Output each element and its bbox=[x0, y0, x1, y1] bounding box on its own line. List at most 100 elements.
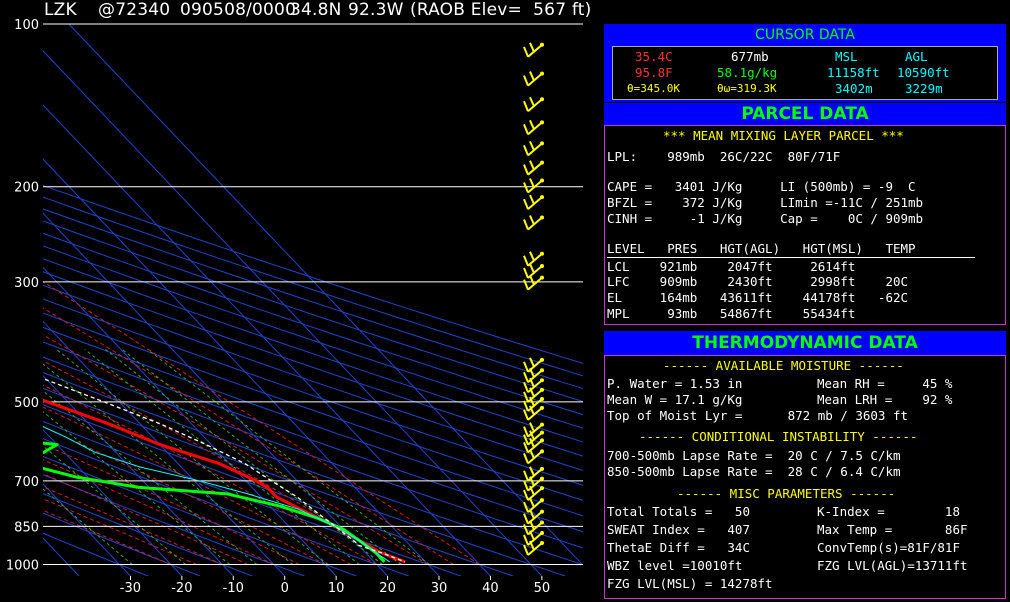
temperature-trace bbox=[43, 398, 406, 564]
cursor-data-title: CURSOR DATA bbox=[604, 24, 1006, 46]
wind-barb-flag bbox=[523, 198, 529, 210]
isotherm bbox=[43, 374, 234, 576]
isotherm bbox=[43, 320, 286, 576]
wind-barb-flag bbox=[523, 426, 529, 438]
moist-adiabat bbox=[43, 307, 455, 565]
wind-barb-station bbox=[540, 486, 544, 491]
wind-barb-shaft bbox=[527, 276, 543, 291]
dry-adiabat bbox=[43, 512, 201, 576]
parcel-row-mpl: MPL 93mb 54867ft 55434ft bbox=[607, 306, 856, 321]
parcel-data-title: PARCEL DATA bbox=[604, 103, 1006, 125]
dry-adiabat bbox=[43, 438, 409, 576]
wind-barb bbox=[523, 42, 544, 58]
wind-barb-flag bbox=[529, 178, 535, 188]
temp-tick-label: 40 bbox=[482, 581, 499, 596]
pressure-label: 1000 bbox=[6, 559, 39, 574]
cursor-msl-m: 3402m bbox=[835, 81, 873, 96]
wind-barb-flag bbox=[529, 497, 535, 508]
cursor-temp-c: 35.4C bbox=[635, 49, 673, 64]
wind-barb-station bbox=[540, 71, 544, 76]
wind-barb-flag bbox=[523, 279, 529, 290]
wind-barb-flag bbox=[529, 405, 535, 416]
wind-barb bbox=[523, 215, 544, 231]
temp-tick-label: -10 bbox=[223, 581, 244, 596]
wind-barb-shaft bbox=[527, 216, 543, 231]
wind-barb-flag bbox=[529, 520, 535, 530]
wind-barb-flag bbox=[529, 387, 535, 398]
wind-barb-flag bbox=[529, 466, 535, 477]
wind-barb-flag bbox=[523, 453, 529, 464]
wind-barb bbox=[523, 275, 544, 291]
station-elevation: (RAOB Elev= 567 ft) bbox=[410, 0, 592, 20]
parcel-cinh-row: CINH = -1 J/Kg Cap = 0C / 909mb bbox=[607, 211, 924, 226]
thermo-data-title: THERMODYNAMIC DATA bbox=[604, 331, 1006, 355]
isotherm bbox=[43, 158, 440, 576]
top-moist-layer: Top of Moist Lyr = 872 mb / 3603 ft bbox=[607, 408, 909, 423]
wind-barb-flag bbox=[523, 434, 529, 445]
wind-barb-flag bbox=[523, 501, 529, 513]
wind-barb bbox=[523, 140, 544, 157]
dry-adiabat bbox=[43, 184, 583, 364]
station-code: LZK bbox=[44, 0, 77, 20]
parcel-lpl: LPL: 989mb 26C/22C 80F/71F bbox=[607, 149, 841, 164]
sweat-index: SWEAT Index = 407 bbox=[607, 522, 750, 537]
mixing-ratio-line bbox=[84, 349, 360, 565]
wind-barb-station bbox=[540, 215, 544, 220]
wind-barb-flag bbox=[523, 480, 529, 492]
lapse-rate-700-500: 700-500mb Lapse Rate = 20 C / 7.5 C/km bbox=[607, 448, 901, 463]
wind-barb-flag bbox=[523, 219, 529, 230]
dry-adiabat bbox=[43, 284, 583, 471]
moist-adiabat bbox=[43, 443, 300, 565]
wind-barb-flag bbox=[523, 470, 529, 482]
wind-barb-station bbox=[540, 357, 544, 362]
lapse-rate-850-500: 850-500mb Lapse Rate = 28 C / 6.4 C/km bbox=[607, 464, 901, 479]
wind-barb-station bbox=[540, 120, 544, 125]
wind-barb-flag bbox=[523, 409, 529, 421]
pressure-label: 100 bbox=[14, 18, 39, 33]
wind-barb-station bbox=[540, 178, 544, 183]
wind-barb-flag bbox=[529, 251, 535, 262]
dry-adiabat bbox=[43, 196, 583, 377]
cond-instab-header: ------ CONDITIONAL INSTABILITY ------ bbox=[639, 429, 918, 444]
fzg-level-msl: FZG LVL(MSL) = 14278ft bbox=[607, 576, 773, 591]
dry-adiabat bbox=[43, 371, 583, 566]
mean-lrh: Mean LRH = 92 % bbox=[817, 392, 953, 407]
wind-barb-shaft bbox=[527, 179, 543, 194]
wind-barb-station bbox=[540, 160, 544, 165]
wind-barb-flag bbox=[529, 263, 535, 274]
wind-barb-flag bbox=[523, 361, 529, 373]
parcel-bfzl-row: BFZL = 372 J/Kg LImin =-11C / 251mb bbox=[607, 195, 924, 210]
wind-barb-flag bbox=[523, 524, 529, 535]
dry-adiabat bbox=[43, 326, 583, 517]
pressure-label: 700 bbox=[14, 475, 39, 490]
wind-barb bbox=[523, 160, 544, 176]
pressure-label: 850 bbox=[14, 520, 39, 535]
cursor-msl-ft: 11158ft bbox=[827, 65, 880, 80]
wind-barb-flag bbox=[523, 391, 529, 403]
dry-adiabat bbox=[43, 455, 357, 576]
wind-barb-station bbox=[540, 263, 544, 268]
wind-barb-flag bbox=[523, 489, 529, 501]
wind-barb-station bbox=[540, 509, 544, 514]
wind-barb-station bbox=[540, 195, 544, 200]
wind-barb bbox=[523, 430, 544, 446]
wind-barb-station bbox=[540, 530, 544, 535]
wind-barb-flag bbox=[529, 449, 535, 459]
moist-adiabat bbox=[43, 459, 275, 565]
avail-moisture-header: ------ AVAILABLE MOISTURE ------ bbox=[663, 358, 904, 373]
fzg-level-agl: FZG LVL(AGL)=13711ft bbox=[817, 558, 968, 573]
wind-barb bbox=[523, 540, 544, 556]
skew-t-chart[interactable]: 100 200 300 500 700 850 1000 -30 -20 -10 0 10 20 30 4… bbox=[0, 0, 600, 602]
wind-barb-flag bbox=[523, 400, 529, 412]
wind-barb-flag bbox=[529, 396, 535, 407]
wind-barb-flag bbox=[523, 46, 529, 58]
wind-barb bbox=[523, 251, 544, 267]
parcel-table-divider bbox=[607, 257, 975, 258]
wind-barb-flag bbox=[523, 182, 529, 193]
wind-barb-flag bbox=[523, 371, 529, 383]
wind-barb-flag bbox=[529, 275, 535, 286]
wind-barb-station bbox=[540, 387, 544, 392]
wind-barb-shaft bbox=[527, 72, 543, 87]
moist-adiabat bbox=[43, 384, 377, 565]
dry-adiabat bbox=[43, 474, 305, 576]
